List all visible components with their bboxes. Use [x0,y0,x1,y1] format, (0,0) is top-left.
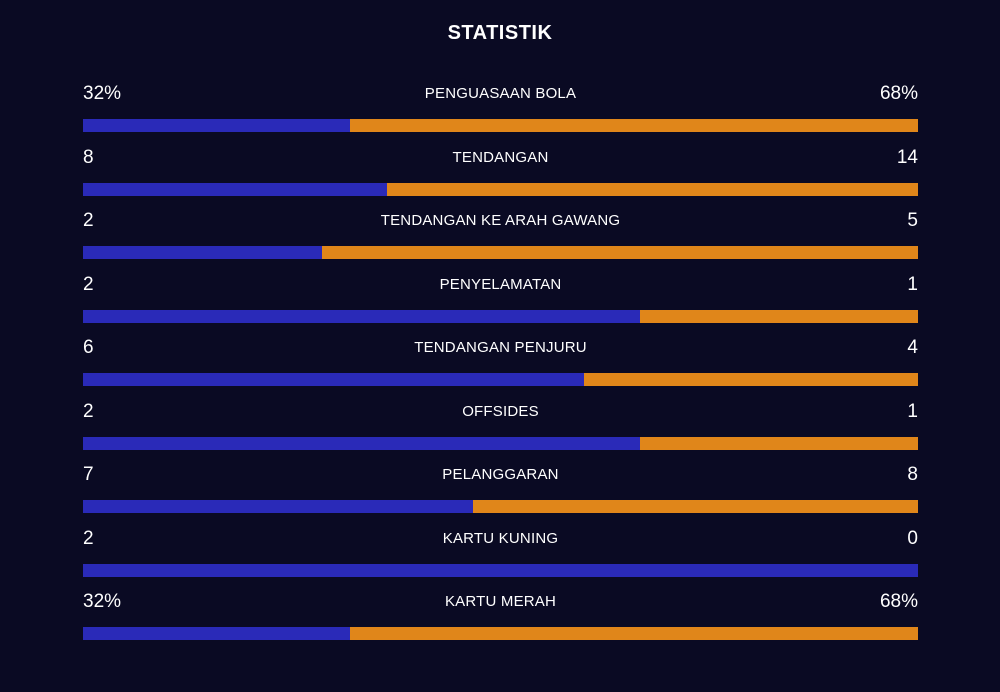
stat-row: 7 PELANGGARAN 8 [83,461,918,525]
stat-row: 2 PENYELAMATAN 1 [83,271,918,335]
home-bar-segment [83,500,473,513]
home-value: 2 [83,400,94,422]
comparison-bar [83,182,918,196]
away-bar-segment [350,119,918,132]
away-value: 8 [907,464,918,485]
home-bar-segment [83,119,351,132]
stat-row: 2 OFFSIDES 1 [83,398,918,462]
home-value: 7 [83,464,94,485]
home-value: 32% [83,83,122,104]
away-value: 1 [907,400,918,422]
comparison-bar [83,436,918,450]
page-title: STATISTIK [447,22,553,44]
home-bar-segment [83,309,640,323]
away-bar-segment [639,436,918,450]
away-value: 68% [879,83,918,104]
away-value: 4 [907,337,918,358]
comparison-bar [83,627,918,640]
away-bar-segment [584,373,918,386]
stat-row: 8 TENDANGAN 14 [83,144,918,208]
away-bar-segment [386,182,918,196]
stat-label: TENDANGAN [452,148,549,166]
stat-row: 6 TENDANGAN PENJURU 4 [83,334,918,398]
away-value: 1 [907,273,918,295]
stat-label: TENDANGAN PENJURU [414,339,587,356]
stat-row: 32% PENGUASAAN BOLA 68% [83,80,918,144]
comparison-bar [83,563,918,577]
stat-label: PELANGGARAN [442,466,559,483]
home-bar-segment [83,182,387,196]
home-bar-segment [83,373,584,386]
home-bar-segment [83,563,918,577]
stat-label: KARTU MERAH [444,593,557,610]
stats-list: 32% PENGUASAAN BOLA 68% 8 TENDANGAN 14 2… [83,80,918,652]
away-value: 14 [896,146,918,168]
stat-label: OFFSIDES [462,402,539,420]
home-value: 2 [83,273,94,295]
comparison-bar [83,500,918,513]
home-value: 8 [83,146,94,168]
home-bar-segment [83,436,640,450]
home-value: 2 [83,527,94,549]
comparison-bar [83,119,918,132]
away-value: 0 [907,527,918,549]
stat-label: PENYELAMATAN [439,275,562,293]
stat-row: 2 TENDANGAN KE ARAH GAWANG 5 [83,207,918,271]
home-value: 32% [83,591,122,612]
home-bar-segment [83,627,351,640]
stat-row: 2 KARTU KUNING 0 [83,525,918,589]
away-value: 5 [907,210,918,231]
comparison-bar [83,309,918,323]
comparison-bar [83,373,918,386]
away-value: 68% [879,591,918,612]
stat-label: PENGUASAAN BOLA [424,85,577,102]
away-bar-segment [639,309,918,323]
stat-label: KARTU KUNING [442,529,559,547]
home-value: 6 [83,337,94,358]
away-bar-segment [350,627,918,640]
home-bar-segment [83,246,322,259]
stat-row: 32% KARTU MERAH 68% [83,588,918,652]
home-value: 2 [83,210,94,231]
comparison-bar [83,246,918,259]
stat-label: TENDANGAN KE ARAH GAWANG [380,212,621,229]
away-bar-segment [321,246,918,259]
away-bar-segment [472,500,918,513]
